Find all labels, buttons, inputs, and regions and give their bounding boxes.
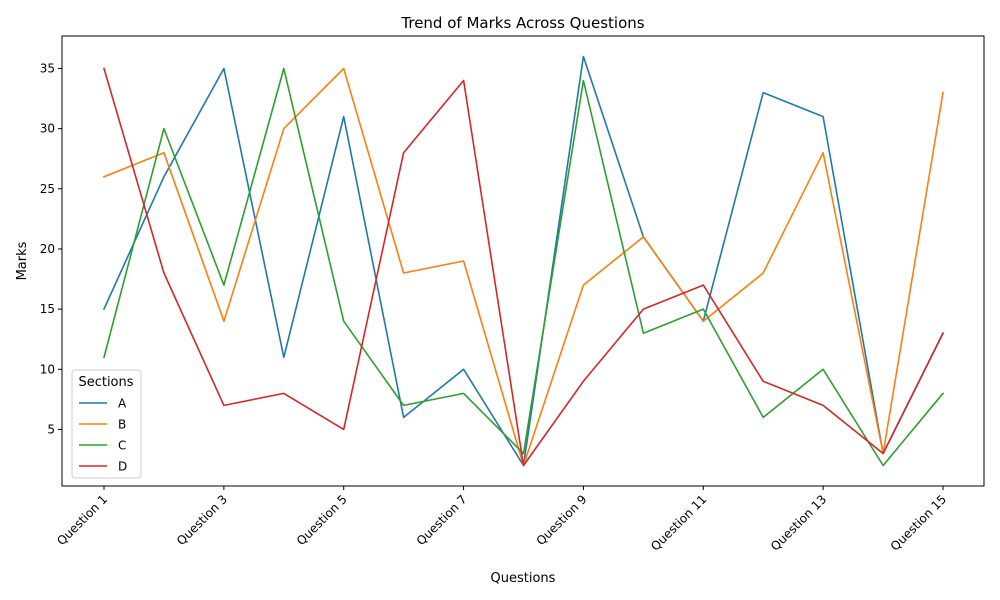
y-axis-label: Marks [15,241,30,280]
series-lines [102,55,945,467]
plot-frame [61,35,985,487]
y-tick-label: 5 [47,422,55,436]
y-tick-label: 20 [40,242,55,256]
x-axis-label: Questions [491,571,556,586]
y-tick-label: 10 [40,362,55,376]
legend-label-b: B [118,418,126,432]
y-tick-label: 30 [40,122,55,136]
legend-label-a: A [118,397,127,411]
series-line-c [103,67,945,467]
y-tick-label: 35 [40,61,55,75]
y-tick-label: 15 [40,302,55,316]
legend-title: Sections [78,375,133,390]
y-axis-ticks: 5 10 15 20 25 30 35 [40,61,62,436]
series-line-d [103,67,945,467]
legend-label-d: D [118,460,127,474]
legend-label-c: C [118,439,126,453]
y-tick-label: 25 [40,182,55,196]
chart-title: Trend of Marks Across Questions [400,14,644,32]
